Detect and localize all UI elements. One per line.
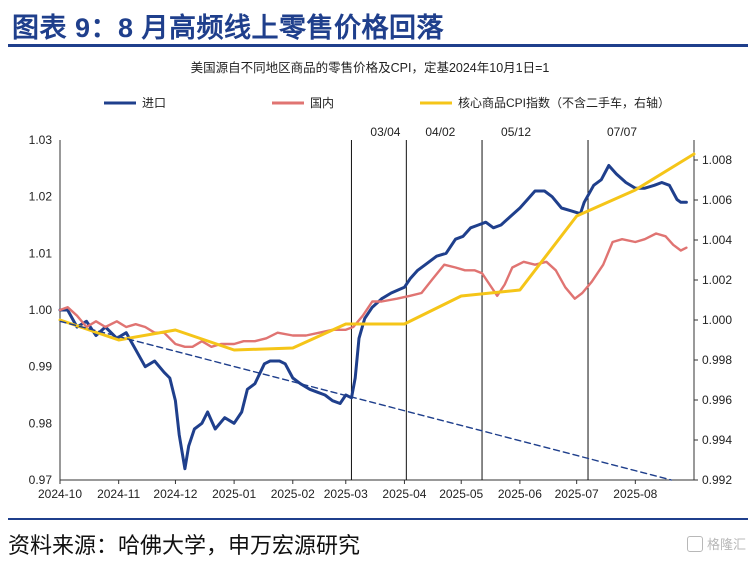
plot-area: 0.97 0.98 0.99 1.00 1.01 1.02 1.03 0.992 0.994 0.… — [29, 125, 733, 501]
y-left-tick-label: 1.00 — [29, 303, 53, 317]
y-right-tick-label: 1.004 — [702, 233, 732, 247]
y-right-tick-label: 0.994 — [702, 433, 732, 447]
x-tick-label: 2025-04 — [382, 487, 426, 501]
line-chart: 美国源自不同地区商品的零售价格及CPI，定基2024年10月1日=1 进口 国内 核… — [29, 60, 733, 501]
y-left-tick-label: 1.03 — [29, 133, 53, 147]
y-right-tick-label: 0.992 — [702, 473, 732, 487]
y-right-tick-label: 0.998 — [702, 353, 732, 367]
legend: 进口 国内 核心商品CPI指数（不含二手车，右轴） — [104, 95, 670, 110]
chart-title: 美国源自不同地区商品的零售价格及CPI，定基2024年10月1日=1 — [191, 60, 550, 75]
event-label: 05/12 — [501, 125, 531, 139]
watermark-text: 格隆汇 — [706, 537, 746, 552]
x-tick-label: 2025-08 — [613, 487, 657, 501]
y-right-tick-label: 1.008 — [702, 153, 732, 167]
footer-rule — [8, 518, 748, 520]
y-left-tick-label: 0.97 — [29, 473, 53, 487]
x-tick-label: 2024-11 — [97, 487, 140, 501]
header-rule — [8, 44, 748, 47]
x-tick-label: 2025-03 — [324, 487, 368, 501]
event-label: 03/04 — [370, 125, 400, 139]
figure-title: 图表 9：8 月高频线上零售价格回落 — [12, 13, 445, 43]
series-line — [58, 232, 688, 348]
watermark: 格隆汇 — [686, 534, 746, 553]
y-right-tick-label: 0.996 — [702, 393, 732, 407]
series-line — [58, 164, 688, 471]
x-tick-label: 2025-01 — [212, 487, 256, 501]
source-note: 资料来源：哈佛大学，申万宏源研究 — [8, 533, 361, 558]
y-right-tick-label: 1.000 — [702, 313, 732, 327]
series-line — [58, 152, 696, 352]
event-label: 04/02 — [425, 125, 455, 139]
legend-label: 核心商品CPI指数（不含二手车，右轴） — [458, 95, 670, 110]
legend-label: 进口 — [142, 96, 166, 110]
series-line — [59, 320, 672, 481]
x-tick-label: 2024-10 — [38, 487, 82, 501]
y-left-tick-label: 0.98 — [29, 416, 53, 430]
report-header: 图表 9：8 月高频线上零售价格回落 — [8, 4, 748, 47]
x-tick-label: 2025-06 — [498, 487, 542, 501]
x-tick-label: 2024-12 — [153, 487, 197, 501]
watermark-logo-icon — [686, 536, 703, 552]
y-right-tick-label: 1.002 — [702, 273, 732, 287]
y-left-tick-label: 1.02 — [29, 190, 53, 204]
y-left-tick-label: 1.01 — [29, 246, 53, 260]
y-right-tick-label: 1.006 — [702, 193, 732, 207]
y-left-tick-label: 0.99 — [29, 360, 53, 374]
event-label: 07/07 — [607, 125, 637, 139]
x-tick-label: 2025-07 — [555, 487, 599, 501]
x-tick-label: 2025-05 — [439, 487, 483, 501]
legend-label: 国内 — [310, 96, 334, 110]
x-tick-label: 2025-02 — [271, 487, 315, 501]
